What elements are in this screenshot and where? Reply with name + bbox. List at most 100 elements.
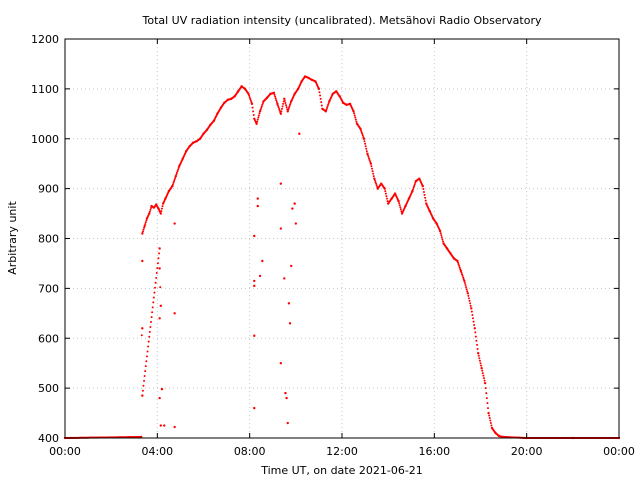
data-point (483, 379, 486, 382)
data-point (399, 208, 402, 211)
data-point (157, 257, 160, 260)
data-point (253, 279, 256, 283)
data-point (148, 335, 151, 338)
data-point (458, 264, 461, 267)
data-point (261, 259, 264, 263)
data-point (383, 187, 386, 190)
data-point (175, 171, 178, 174)
data-point (149, 206, 152, 209)
data-point (171, 183, 174, 186)
data-point (362, 137, 366, 140)
data-point (149, 321, 152, 324)
x-tick-label: 08:00 (234, 445, 266, 458)
data-point (277, 106, 280, 109)
data-point (141, 259, 144, 263)
data-point (159, 286, 162, 289)
data-point (272, 91, 276, 95)
data-point (326, 106, 328, 109)
x-tick-label: 16:00 (418, 445, 450, 458)
data-point (413, 183, 416, 186)
data-point (283, 277, 286, 280)
data-point (275, 99, 278, 102)
x-tick-label: 00:00 (49, 445, 81, 458)
data-point (398, 204, 401, 207)
data-point (256, 197, 259, 200)
data-point (257, 114, 260, 117)
data-point (294, 222, 298, 225)
data-point (173, 425, 176, 429)
data-point (484, 387, 487, 390)
data-point (259, 108, 262, 111)
data-point (144, 221, 147, 224)
data-point (281, 105, 284, 108)
x-tick-label: 00:00 (603, 445, 635, 458)
data-point (156, 262, 159, 265)
data-point (486, 402, 489, 405)
data-point (360, 131, 363, 134)
data-point (386, 200, 389, 203)
data-point (280, 110, 283, 113)
data-point (485, 392, 488, 395)
data-point (249, 99, 252, 102)
data-point (173, 180, 176, 183)
data-point (367, 156, 370, 159)
data-point (274, 95, 277, 98)
data-point (365, 150, 368, 153)
data-point (140, 334, 143, 337)
data-point (456, 259, 459, 263)
data-point (359, 127, 362, 130)
x-tick-label: 12:00 (326, 445, 358, 458)
data-point (153, 291, 156, 294)
data-point (480, 364, 483, 367)
data-point (477, 354, 480, 357)
data-point (161, 205, 164, 208)
data-point (290, 264, 293, 268)
data-point (176, 170, 179, 173)
data-point (468, 299, 471, 302)
data-point (464, 284, 467, 287)
data-point (318, 91, 321, 94)
data-point (151, 306, 154, 309)
data-point (412, 186, 415, 189)
data-point (249, 97, 252, 100)
data-point (375, 182, 378, 185)
data-point (364, 142, 367, 145)
data-point (476, 343, 479, 346)
data-point (459, 269, 463, 273)
data-point (457, 263, 460, 266)
data-point (476, 352, 480, 355)
data-point (142, 384, 145, 387)
data-point (276, 104, 279, 107)
data-point (279, 227, 283, 230)
data-point (146, 350, 149, 353)
data-point (154, 281, 157, 284)
y-tick-label: 700 (38, 282, 59, 295)
data-point (440, 234, 443, 237)
data-point (141, 230, 144, 233)
data-point (147, 340, 150, 343)
data-point (274, 97, 277, 100)
data-point (278, 109, 281, 112)
data-point (287, 108, 290, 111)
data-point (386, 197, 389, 200)
data-point (487, 411, 490, 415)
data-point (489, 419, 492, 422)
data-point (488, 414, 491, 417)
data-point (273, 93, 276, 96)
data-point (470, 307, 473, 310)
data-point (147, 345, 150, 348)
data-point (285, 396, 288, 400)
data-point (488, 417, 491, 420)
data-point (375, 184, 378, 187)
data-point (465, 286, 468, 289)
y-tick-label: 400 (38, 432, 59, 445)
data-point (175, 173, 178, 176)
data-point (160, 387, 164, 391)
data-point (365, 147, 368, 150)
data-point (441, 238, 444, 241)
data-point (250, 102, 254, 106)
y-tick-label: 500 (38, 382, 59, 395)
data-point (148, 210, 151, 213)
data-point (278, 107, 281, 110)
